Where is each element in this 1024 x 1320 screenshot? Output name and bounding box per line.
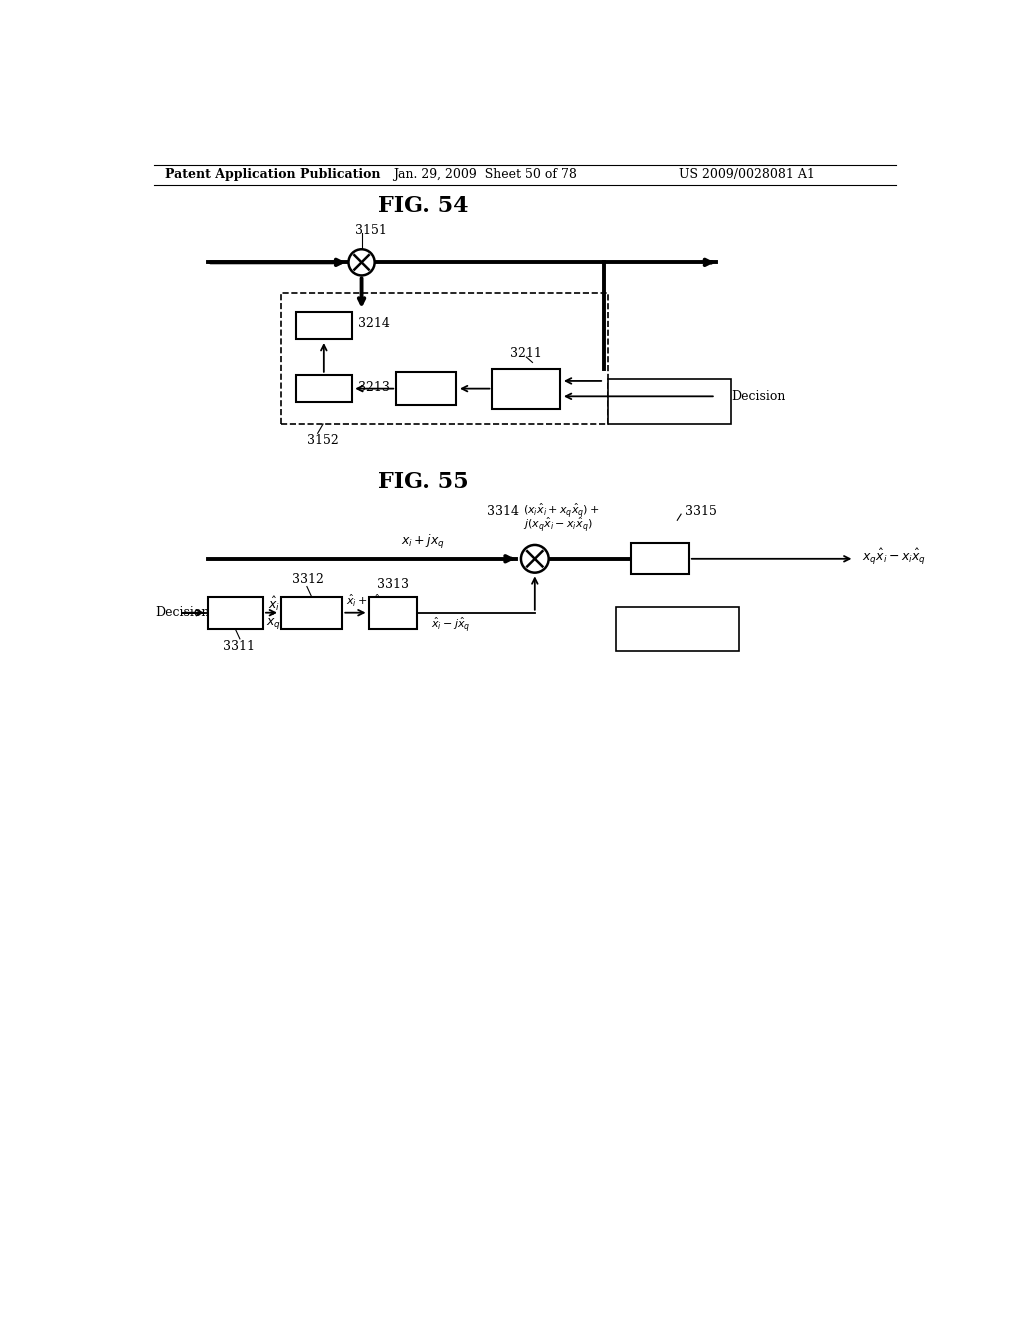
Text: Phase: Phase — [508, 371, 545, 384]
Text: 3151: 3151 — [355, 223, 387, 236]
Text: Filter: Filter — [407, 388, 445, 401]
Text: FIG. 54: FIG. 54 — [378, 195, 468, 218]
Text: 3313: 3313 — [377, 578, 410, 591]
FancyBboxPatch shape — [370, 597, 417, 628]
FancyBboxPatch shape — [608, 379, 731, 424]
Text: 3314: 3314 — [487, 504, 519, 517]
Text: Complex: Complex — [284, 612, 339, 626]
Text: 3152: 3152 — [307, 434, 339, 447]
Text: Error: Error — [509, 380, 544, 393]
Text: $(x_i\hat{x}_i + x_q\hat{x}_q) +$: $(x_i\hat{x}_i + x_q\hat{x}_q) +$ — [523, 502, 600, 520]
Text: $x_i + jx_q$: $x_i + jx_q$ — [401, 533, 445, 550]
FancyBboxPatch shape — [396, 372, 457, 405]
FancyBboxPatch shape — [631, 544, 689, 574]
Text: $\hat{x}_q$: $\hat{x}_q$ — [266, 612, 282, 632]
Text: 3213  3212: 3213 3212 — [357, 380, 429, 393]
Text: Decision: Decision — [731, 389, 785, 403]
Text: Detector: Detector — [499, 391, 554, 404]
Bar — [281, 293, 608, 424]
Text: Complex: Complex — [681, 614, 736, 627]
Text: Conj: Conj — [377, 606, 410, 619]
Text: Make: Make — [294, 599, 329, 612]
Text: NCO: NCO — [307, 381, 341, 396]
Text: 3211: 3211 — [510, 347, 543, 360]
Text: 3315: 3315 — [685, 504, 717, 517]
FancyBboxPatch shape — [296, 312, 351, 339]
Text: 3214: 3214 — [357, 317, 389, 330]
FancyBboxPatch shape — [615, 607, 739, 651]
Text: $\hat{x}_i - j\hat{x}_q$: $\hat{x}_i - j\hat{x}_q$ — [431, 615, 470, 635]
Text: Decision: Decision — [156, 606, 210, 619]
Text: $\hat{x}_i + j\hat{x}_q$: $\hat{x}_i + j\hat{x}_q$ — [346, 593, 385, 611]
Text: Complex: Complex — [674, 387, 729, 400]
Text: $j(x_q\hat{x}_i - x_i\hat{x}_q)$: $j(x_q\hat{x}_i - x_i\hat{x}_q)$ — [523, 516, 593, 535]
Text: Loop: Loop — [409, 375, 443, 388]
Text: Real: Real — [681, 632, 710, 645]
Text: 3312: 3312 — [292, 573, 324, 586]
Text: Real: Real — [674, 405, 701, 418]
Text: $x_q\hat{x}_i - x_i\hat{x}_q$: $x_q\hat{x}_i - x_i\hat{x}_q$ — [862, 546, 927, 566]
FancyBboxPatch shape — [296, 375, 351, 403]
Text: $\hat{x}_i$: $\hat{x}_i$ — [267, 594, 280, 612]
Text: FIG. 55: FIG. 55 — [378, 471, 468, 492]
FancyBboxPatch shape — [208, 597, 263, 628]
Circle shape — [348, 249, 375, 276]
Text: 3311: 3311 — [223, 640, 255, 653]
Circle shape — [521, 545, 549, 573]
Text: US 2009/0028081 A1: US 2009/0028081 A1 — [679, 168, 814, 181]
Text: Imag: Imag — [642, 552, 678, 566]
Text: Hilbert: Hilbert — [213, 606, 258, 619]
Text: Conj: Conj — [307, 318, 340, 333]
FancyBboxPatch shape — [281, 597, 342, 628]
Text: Jan. 29, 2009  Sheet 50 of 78: Jan. 29, 2009 Sheet 50 of 78 — [393, 168, 577, 181]
FancyBboxPatch shape — [493, 368, 560, 409]
Text: Patent Application Publication: Patent Application Publication — [165, 168, 381, 181]
